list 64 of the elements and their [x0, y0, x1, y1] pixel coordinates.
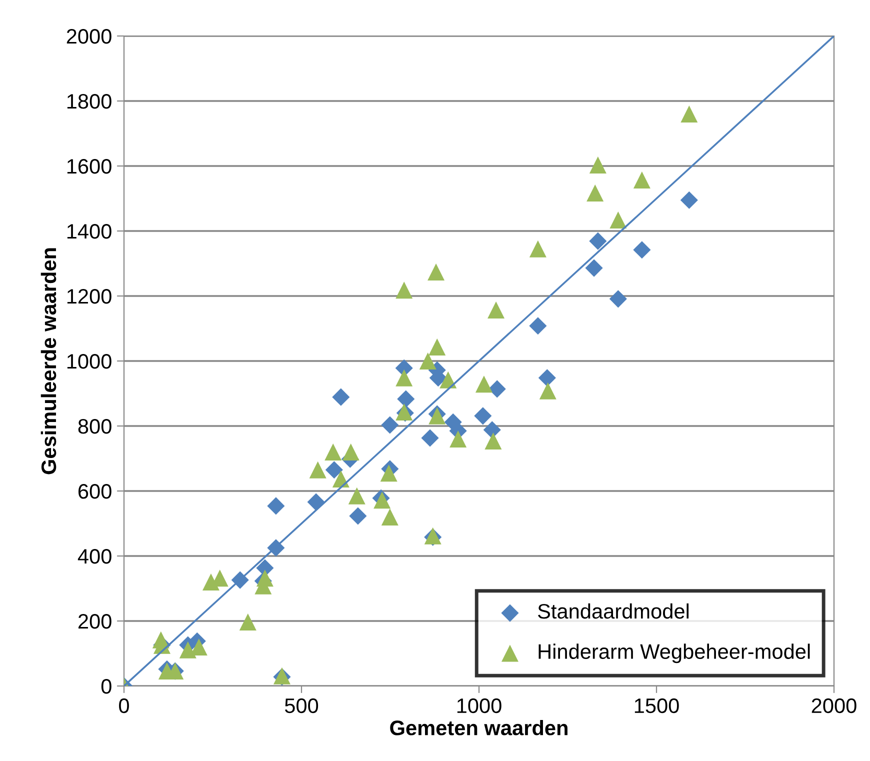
y-tick-label: 1600: [67, 159, 112, 174]
point: [488, 301, 505, 318]
point: [381, 508, 398, 526]
point: [428, 263, 445, 280]
point: [680, 105, 698, 123]
legend-label: Standaardmodel: [538, 603, 689, 619]
legend-label: Hinderarm Wegbeheer-model: [538, 644, 810, 664]
point: [610, 211, 627, 228]
point: [342, 443, 360, 461]
point: [381, 416, 399, 434]
point: [440, 371, 457, 388]
y-tick-label: 800: [78, 419, 112, 434]
point: [589, 156, 606, 174]
point: [680, 191, 698, 209]
point: [589, 232, 607, 250]
point: [380, 464, 398, 482]
point: [529, 240, 546, 258]
point: [488, 380, 506, 398]
point: [428, 338, 446, 356]
y-axis-title: Gesimuleerde waarden: [40, 248, 56, 474]
point: [529, 317, 547, 335]
point: [309, 461, 326, 478]
x-tick-label: 1500: [634, 698, 679, 714]
point: [349, 507, 367, 525]
point: [324, 443, 342, 461]
point: [483, 421, 501, 439]
point: [633, 241, 651, 259]
point: [179, 641, 196, 658]
point: [474, 407, 492, 425]
x-tick-label: 500: [284, 698, 318, 714]
point: [421, 429, 439, 447]
y-tick-label: 1800: [67, 94, 112, 109]
point: [475, 376, 492, 393]
point: [633, 171, 650, 188]
y-tick-label: 600: [78, 484, 112, 499]
point: [538, 369, 556, 387]
point: [609, 290, 627, 308]
y-tick-label: 400: [78, 549, 112, 564]
point: [267, 497, 285, 515]
point: [332, 470, 350, 488]
y-tick-label: 0: [101, 679, 112, 694]
x-tick-label: 2000: [812, 698, 856, 714]
y-tick-label: 1000: [67, 354, 112, 369]
point: [539, 382, 556, 400]
point: [419, 352, 436, 370]
point: [484, 432, 502, 450]
x-tick-label: 0: [119, 698, 129, 714]
point: [585, 259, 603, 277]
point: [239, 613, 256, 630]
point: [450, 430, 467, 448]
y-tick-label: 2000: [66, 29, 112, 44]
point: [325, 461, 343, 479]
point: [396, 282, 413, 299]
x-axis-title: Gemeten waarden: [390, 720, 568, 736]
point: [586, 184, 604, 202]
y-tick-label: 1400: [67, 224, 112, 239]
y-tick-label: 200: [78, 614, 112, 629]
point: [396, 369, 413, 386]
point: [332, 388, 350, 406]
point: [348, 487, 366, 504]
point: [307, 493, 325, 511]
x-tick-label: 1000: [457, 698, 502, 714]
y-tick-label: 1200: [67, 289, 112, 304]
point: [397, 390, 415, 408]
